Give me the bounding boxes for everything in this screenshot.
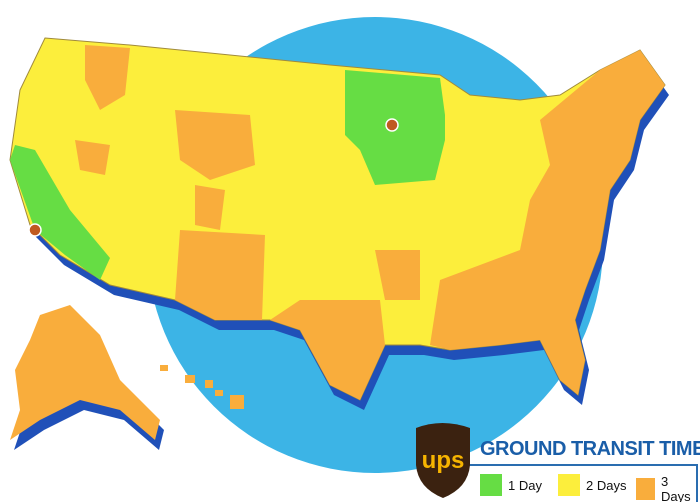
contiguous-us: [9, 37, 669, 410]
legend-label: 2 Days: [586, 477, 627, 493]
swatch-1-day: [480, 474, 502, 496]
hawaii: [160, 365, 244, 409]
legend: 1 Day 2 Days 3 Days ups GROUND TRANSIT T…: [410, 420, 700, 502]
one-day-california: [10, 145, 110, 280]
origin-wisconsin: [385, 118, 399, 132]
legend-item-3-days: 3 Days: [636, 474, 696, 502]
svg-text:ups: ups: [422, 447, 465, 474]
swatch-3-days: [636, 478, 656, 500]
origin-california: [28, 223, 42, 237]
legend-label: 3 Days: [661, 474, 691, 502]
legend-box: 1 Day 2 Days 3 Days: [428, 464, 698, 502]
legend-title: GROUND TRANSIT TIMES: [480, 438, 700, 460]
alaska: [10, 305, 164, 450]
legend-label: 1 Day: [508, 477, 542, 493]
swatch-2-days: [558, 474, 580, 496]
legend-item-2-days: 2 Days: [558, 474, 626, 496]
legend-item-1-day: 1 Day: [480, 474, 542, 496]
three-day-regions: [75, 45, 665, 400]
ups-logo: ups: [416, 423, 470, 498]
